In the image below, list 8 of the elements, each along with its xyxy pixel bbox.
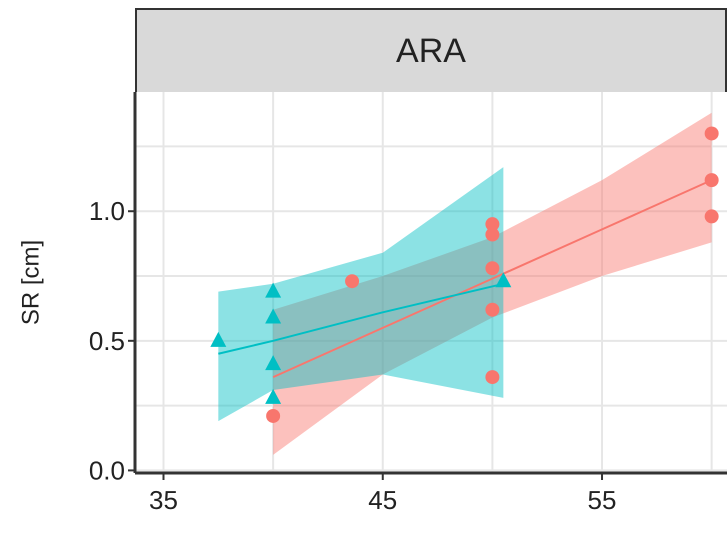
y-tick-label: 0.0 xyxy=(88,455,125,486)
x-tick-label: 35 xyxy=(149,485,178,515)
x-tick-label: 45 xyxy=(368,485,398,515)
chart-title: ARA xyxy=(135,8,727,92)
y-tick-label: 1.0 xyxy=(88,196,125,226)
y-axis-title: SR [cm] xyxy=(18,240,45,326)
y-tick-label: 0.5 xyxy=(88,326,125,356)
x-tick-label: 55 xyxy=(588,485,616,515)
